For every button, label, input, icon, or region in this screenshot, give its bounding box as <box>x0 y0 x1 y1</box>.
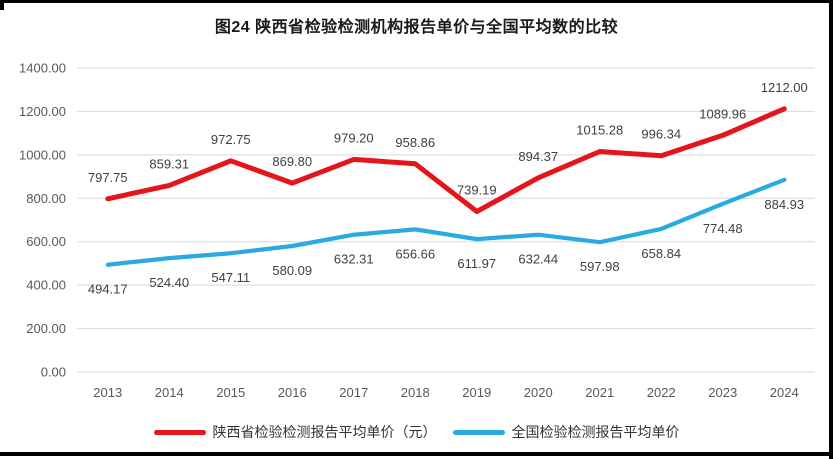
svg-text:2019: 2019 <box>462 385 491 400</box>
svg-text:1000.00: 1000.00 <box>19 147 66 162</box>
svg-text:2018: 2018 <box>401 385 430 400</box>
legend-item-shaanxi: 陕西省检验检测报告平均单价（元） <box>153 422 437 442</box>
svg-text:2013: 2013 <box>93 385 122 400</box>
svg-text:400.00: 400.00 <box>26 278 66 293</box>
svg-text:580.09: 580.09 <box>272 263 312 278</box>
svg-text:884.93: 884.93 <box>764 197 804 212</box>
svg-text:632.44: 632.44 <box>518 252 558 267</box>
svg-text:1212.00: 1212.00 <box>761 80 808 95</box>
svg-text:547.11: 547.11 <box>211 270 250 285</box>
legend-item-national: 全国检验检测报告平均单价 <box>452 422 680 442</box>
svg-text:200.00: 200.00 <box>26 321 66 336</box>
svg-text:869.80: 869.80 <box>272 154 312 169</box>
chart-title: 图24 陕西省检验检测机构报告单价与全国平均数的比较 <box>214 19 619 36</box>
svg-text:958.86: 958.86 <box>395 135 435 150</box>
svg-text:494.17: 494.17 <box>88 282 128 297</box>
svg-text:774.48: 774.48 <box>703 221 743 236</box>
svg-text:2024: 2024 <box>770 385 799 400</box>
svg-text:979.20: 979.20 <box>334 130 374 145</box>
legend-line-swatch-blue <box>452 429 505 435</box>
svg-text:797.75: 797.75 <box>88 170 128 185</box>
svg-text:2017: 2017 <box>339 385 368 400</box>
svg-text:600.00: 600.00 <box>26 234 66 249</box>
svg-text:611.97: 611.97 <box>457 256 496 271</box>
svg-text:632.31: 632.31 <box>334 252 374 267</box>
svg-text:996.34: 996.34 <box>641 127 681 142</box>
svg-text:2020: 2020 <box>524 385 553 400</box>
legend-line-swatch-red <box>153 429 206 435</box>
svg-text:800.00: 800.00 <box>26 191 66 206</box>
svg-text:597.98: 597.98 <box>580 259 620 274</box>
svg-text:656.66: 656.66 <box>395 246 435 261</box>
svg-text:972.75: 972.75 <box>211 132 251 147</box>
svg-text:1400.00: 1400.00 <box>19 61 66 76</box>
svg-text:1089.96: 1089.96 <box>699 106 746 121</box>
svg-text:658.84: 658.84 <box>641 246 681 261</box>
legend-label-national: 全国检验检测报告平均单价 <box>511 424 680 440</box>
chart-legend: 陕西省检验检测报告平均单价（元） 全国检验检测报告平均单价 <box>0 422 833 442</box>
frame-border-right <box>829 0 833 459</box>
svg-text:2014: 2014 <box>155 385 184 400</box>
svg-text:739.19: 739.19 <box>457 182 497 197</box>
frame-border-bottom <box>0 452 833 456</box>
svg-text:2021: 2021 <box>585 385 614 400</box>
svg-text:2022: 2022 <box>647 385 676 400</box>
svg-text:894.37: 894.37 <box>518 149 558 164</box>
svg-text:1015.28: 1015.28 <box>576 123 623 138</box>
svg-text:524.40: 524.40 <box>149 275 189 290</box>
frame-corner-mark <box>0 0 4 10</box>
svg-text:1200.00: 1200.00 <box>19 104 66 119</box>
legend-label-shaanxi: 陕西省检验检测报告平均单价（元） <box>212 424 437 440</box>
svg-text:2016: 2016 <box>278 385 307 400</box>
frame-border-top <box>0 0 833 3</box>
svg-text:2015: 2015 <box>216 385 245 400</box>
svg-text:0.00: 0.00 <box>41 365 66 380</box>
svg-text:859.31: 859.31 <box>149 156 189 171</box>
svg-text:2023: 2023 <box>708 385 737 400</box>
